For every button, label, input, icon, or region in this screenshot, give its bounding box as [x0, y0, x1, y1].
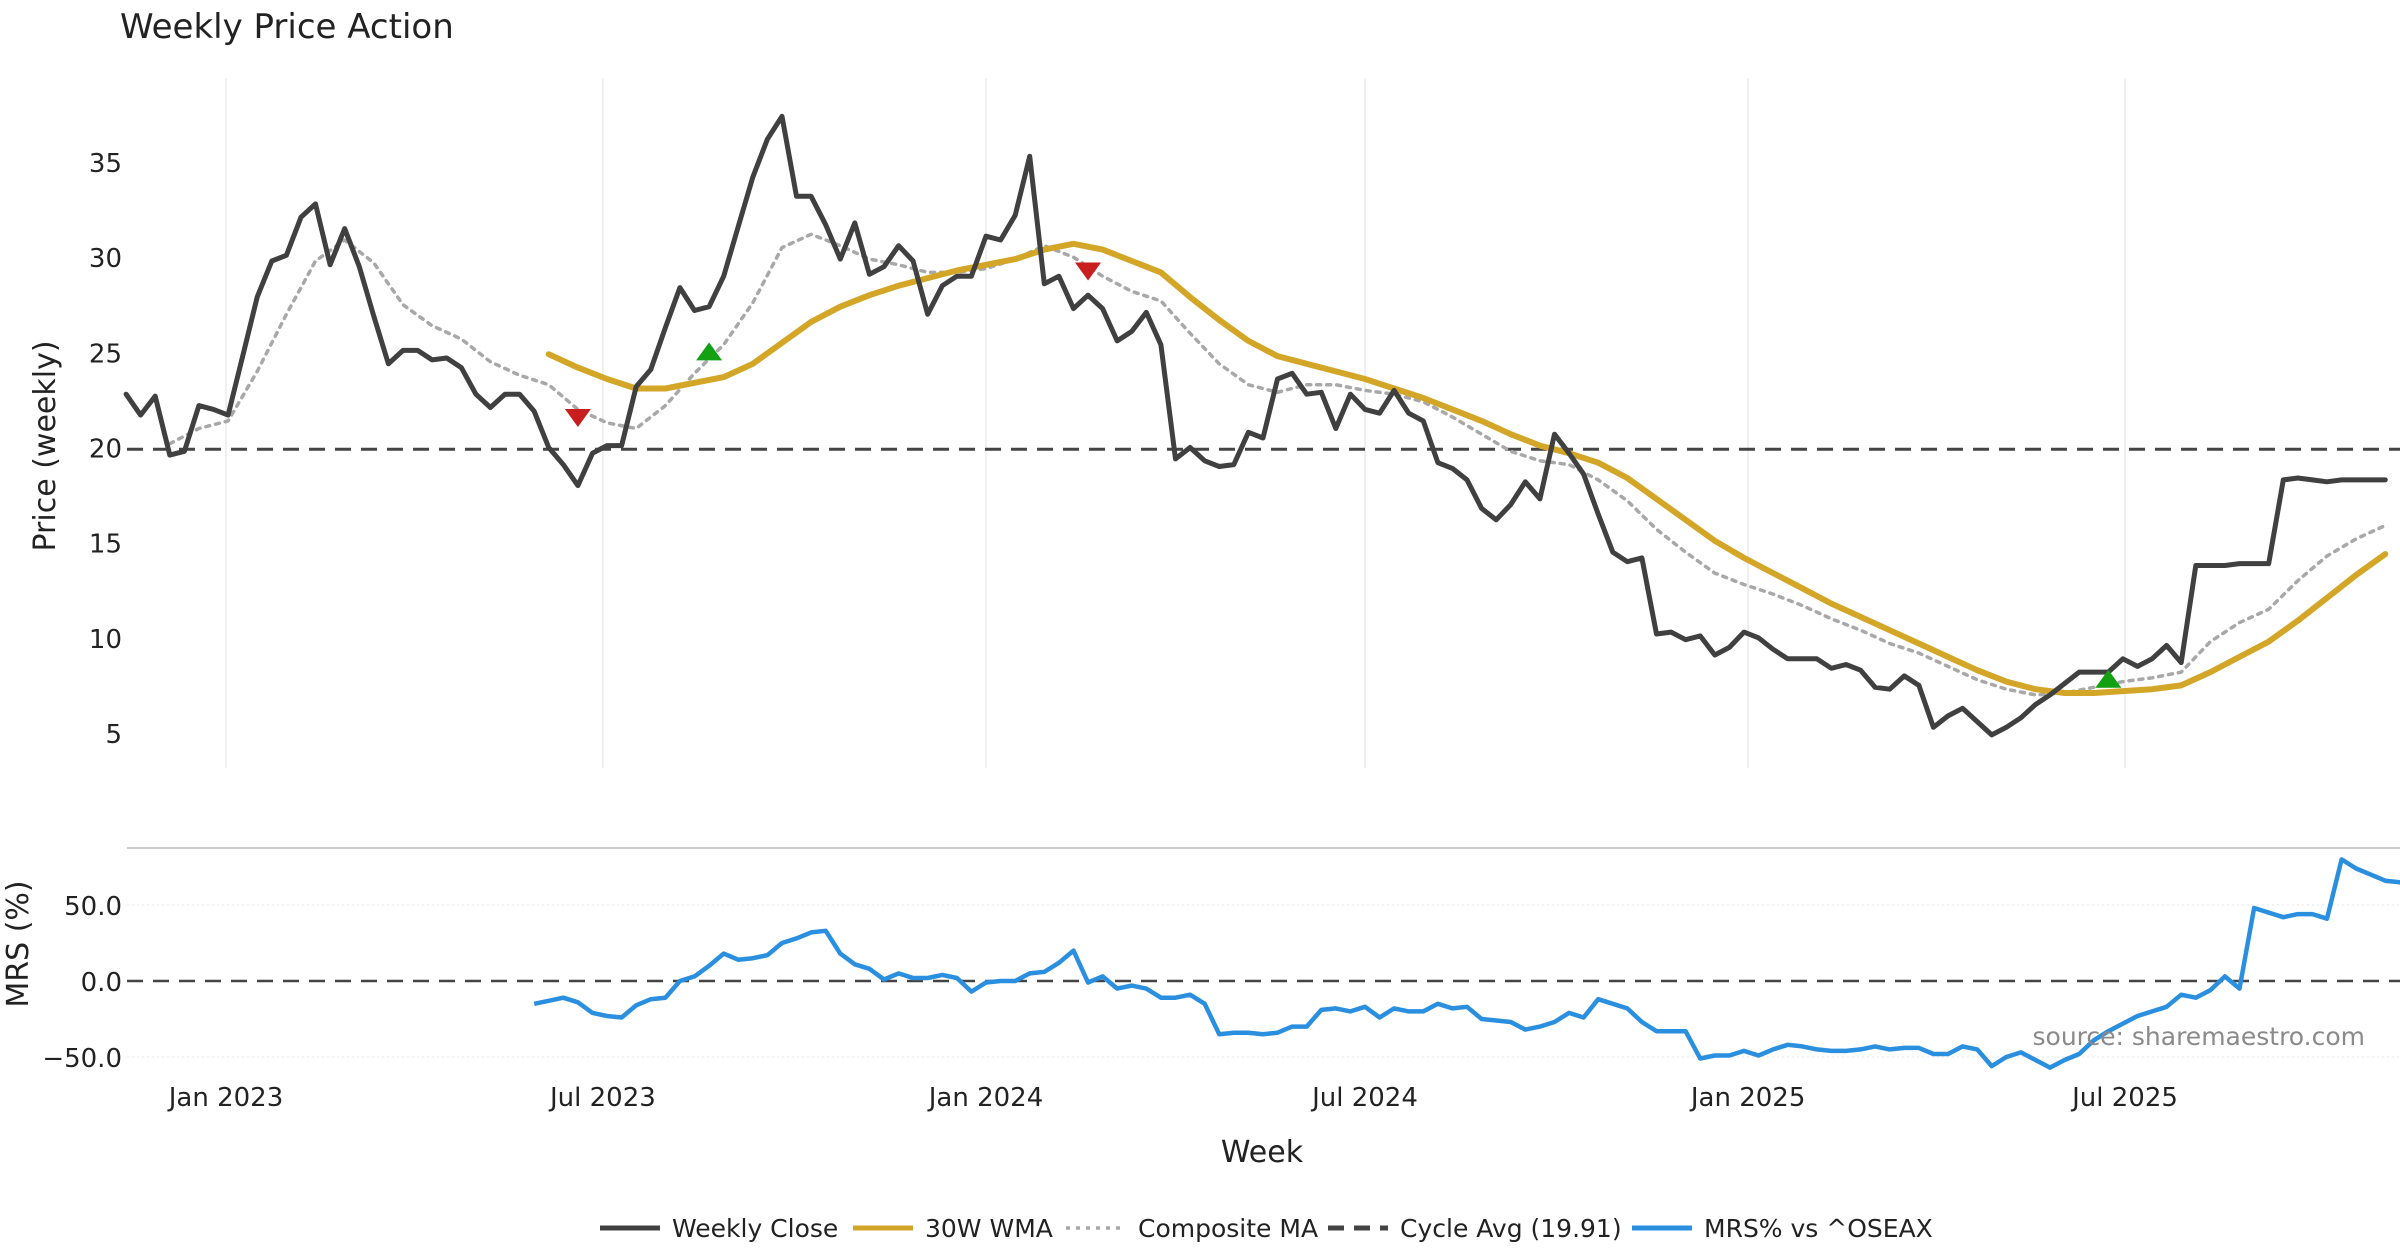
- series-weekly-close: [123, 113, 2388, 738]
- mrs-series: [533, 857, 2400, 1070]
- chart-title: Weekly Price Action: [120, 7, 454, 47]
- mrs-y-ticks: 50.0 0.0 −50.0: [42, 892, 122, 1074]
- price-y-tick-label: 20: [89, 435, 122, 465]
- legend-label: Weekly Close: [672, 1214, 838, 1243]
- x-tick-label: Jul 2024: [1310, 1083, 1418, 1113]
- legend: Weekly Close 30W WMA Composite MA Cycle Avg…: [600, 1214, 1933, 1243]
- price-y-ticks: 5 10 15 20 25 30 35: [89, 149, 122, 750]
- x-tick-label: Jan 2023: [167, 1083, 284, 1113]
- x-tick-label: Jul 2025: [2070, 1083, 2178, 1113]
- price-y-tick-label: 35: [89, 149, 122, 179]
- price-y-tick-label: 5: [105, 720, 122, 750]
- price-y-tick-label: 10: [89, 625, 122, 655]
- buy-signal-marker: [696, 342, 723, 361]
- price-y-tick-label: 25: [89, 339, 122, 369]
- x-tick-label: Jul 2023: [548, 1083, 656, 1113]
- mrs-y-tick-label: 50.0: [64, 892, 122, 922]
- x-axis-ticks: Jan 2023 Jul 2023 Jan 2024 Jul 2024 Jan 2025…: [167, 1083, 2178, 1113]
- legend-label: Cycle Avg (19.91): [1400, 1214, 1622, 1243]
- price-series: [123, 113, 2389, 738]
- series-mrs: [533, 857, 2400, 1070]
- price-grid: [225, 78, 2126, 768]
- buy-signal-marker: [2095, 669, 2122, 688]
- x-axis-label: Week: [1221, 1135, 1304, 1170]
- price-y-tick-label: 30: [89, 244, 122, 274]
- legend-label: MRS% vs ^OSEAX: [1704, 1214, 1933, 1243]
- source-note: source: sharemaestro.com: [2033, 1022, 2366, 1051]
- price-y-tick-label: 15: [89, 530, 122, 560]
- x-tick-label: Jan 2025: [1689, 1083, 1806, 1113]
- price-y-axis-label: Price (weekly): [28, 340, 63, 551]
- sell-signal-marker: [564, 409, 591, 428]
- signal-markers: [564, 262, 2122, 688]
- legend-label: 30W WMA: [925, 1214, 1053, 1243]
- x-tick-label: Jan 2024: [927, 1083, 1044, 1113]
- series-30w-wma: [545, 240, 2389, 696]
- mrs-y-axis-label: MRS (%): [1, 880, 36, 1007]
- series-composite-ma: [168, 232, 2388, 697]
- legend-label: Composite MA: [1138, 1214, 1318, 1243]
- mrs-y-tick-label: 0.0: [81, 968, 122, 998]
- sell-signal-marker: [1075, 262, 1102, 281]
- mrs-grid: [127, 904, 2400, 1058]
- reference-lines: [127, 447, 2400, 983]
- mrs-y-tick-label: −50.0: [42, 1044, 122, 1074]
